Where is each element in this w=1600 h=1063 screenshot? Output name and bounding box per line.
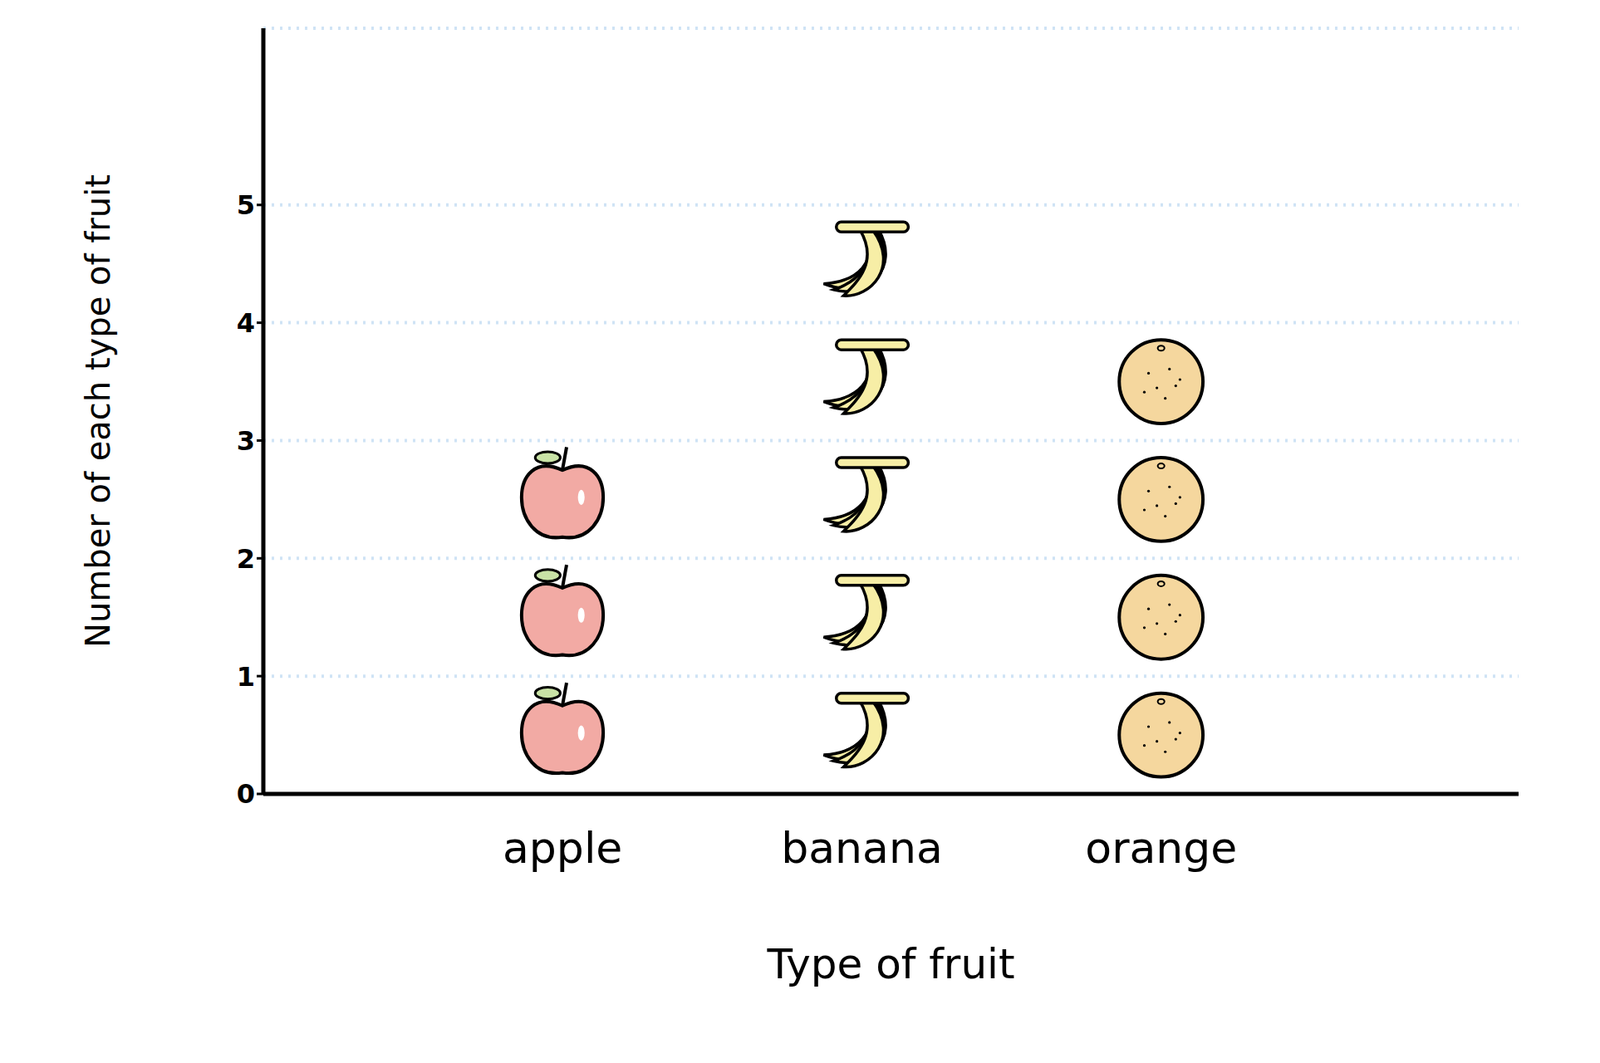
svg-text:Number of each type of fruit: Number of each type of fruit: [78, 174, 118, 648]
svg-text:1: 1: [236, 661, 256, 693]
svg-text:2: 2: [236, 543, 256, 575]
svg-text:4: 4: [236, 307, 256, 339]
svg-text:orange: orange: [1084, 823, 1237, 874]
svg-text:0: 0: [236, 778, 256, 810]
svg-text:banana: banana: [780, 823, 943, 874]
svg-text:5: 5: [236, 189, 256, 221]
svg-text:apple: apple: [502, 823, 623, 874]
svg-text:Type of fruit: Type of fruit: [765, 940, 1015, 989]
svg-text:3: 3: [236, 425, 256, 457]
